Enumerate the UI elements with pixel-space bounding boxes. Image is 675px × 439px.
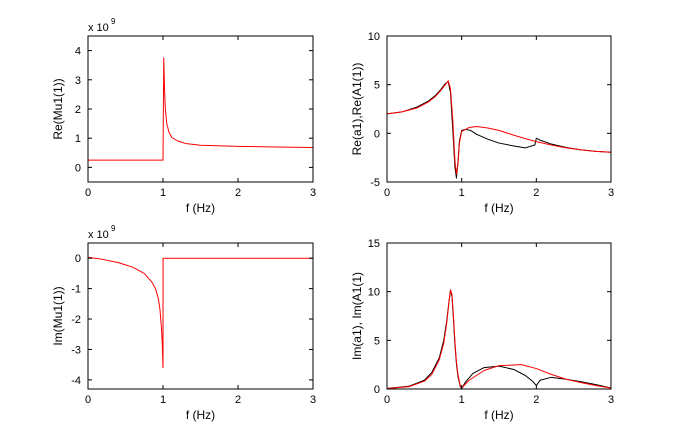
y-tick-label: 15 [368,238,380,250]
x-tick-label: 3 [608,187,614,199]
x-tick-label: 3 [310,394,316,406]
y-tick-label: -4 [71,375,81,387]
x-axis-label: f (Hz) [484,408,513,422]
y-tick-label: 3 [75,75,81,87]
y-tick-label: 0 [75,162,81,174]
sci-multiplier-label: x 10 [88,22,109,34]
y-axis-label: Re(Mu1(1)) [51,78,65,139]
x-tick-label: 1 [160,394,166,406]
y-tick-label: 5 [374,335,380,347]
series-line-re-a-1 [387,80,611,175]
y-axis-label: Re(a1),Re(A1(1)) [350,63,364,156]
y-tick-label: 10 [368,287,380,299]
x-tick-label: 1 [160,187,166,199]
subplot-im-mu: 0 1 2 3 -4 -3 -2 -1 0 f (Hz) Im(Mu1(1)) x 109 [51,224,316,422]
y-axis-label: Im(a1), Im(A1(1) [350,272,364,360]
subplot-re-mu: 0 1 2 3 0 1 2 3 4 f (Hz) Re(Mu1(1)) x 109 [51,17,316,215]
y-tick-label: -2 [71,314,81,326]
x-tick-label: 0 [85,187,91,199]
y-tick-label: 0 [374,128,380,140]
y-tick-label: 4 [75,46,81,58]
x-tick-label: 2 [235,187,241,199]
x-axis-label: f (Hz) [484,201,513,215]
sci-exponent-label: 9 [111,224,116,233]
axes-frame [386,242,612,390]
series-line-im-mu-0 [88,256,313,369]
axes-frame [386,35,612,183]
x-tick-label: 1 [459,187,465,199]
y-tick-label: 5 [374,80,380,92]
series-line-re-mu-0 [88,57,313,161]
y-tick-label: 0 [75,253,81,265]
x-tick-label: 2 [533,187,539,199]
x-tick-label: 3 [608,394,614,406]
x-tick-label: 2 [235,394,241,406]
y-tick-label: -5 [370,177,380,189]
sci-multiplier-label: x 10 [88,229,109,241]
sci-exponent-label: 9 [111,17,116,26]
y-tick-label: 2 [75,104,81,116]
y-tick-label: 10 [368,31,380,43]
subplot-im-a: 0 1 2 3 0 5 10 15 f (Hz) Im(a1), Im(A1(1) [350,238,614,422]
y-tick-label: 0 [374,384,380,396]
y-tick-label: -1 [71,284,81,296]
y-tick-label: 1 [75,133,81,145]
x-tick-label: 0 [384,187,390,199]
x-axis-label: f (Hz) [186,201,215,215]
series-line-im-a-0 [387,290,611,389]
x-tick-label: 0 [384,394,390,406]
x-tick-label: 0 [85,394,91,406]
subplot-re-a: 0 1 2 3 -5 0 5 10 f (Hz) Re(a1),Re(A1(1)) [350,31,614,215]
y-tick-label: -3 [71,344,81,356]
x-tick-label: 1 [459,394,465,406]
y-axis-label: Im(Mu1(1)) [51,286,65,345]
x-tick-label: 2 [533,394,539,406]
x-axis-label: f (Hz) [186,408,215,422]
series-line-im-a-1 [387,289,611,389]
axes-frame [87,242,314,390]
x-tick-label: 3 [310,187,316,199]
